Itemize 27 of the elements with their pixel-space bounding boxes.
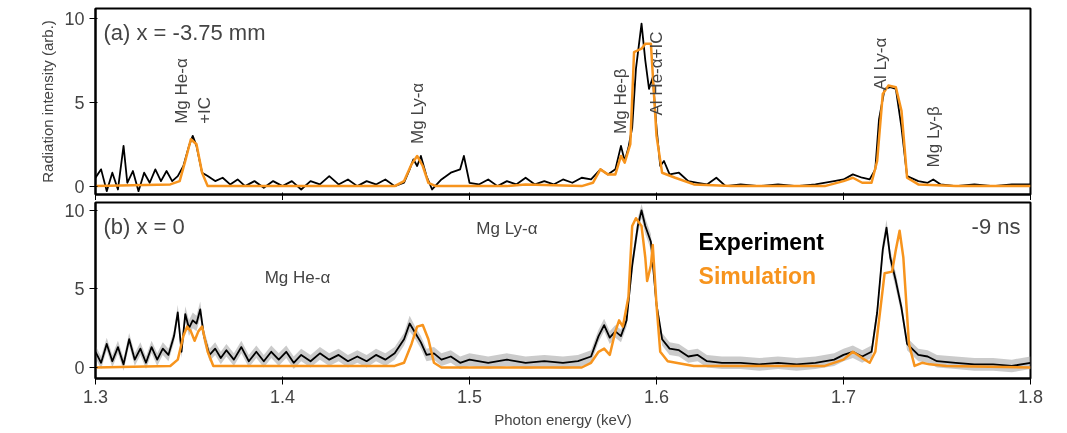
x-tick-label: 1.3 [82, 386, 109, 407]
y-axis-title: Radiation intensity (arb.) [39, 20, 57, 183]
annotation: Mg He-α [264, 267, 331, 287]
annotation: Al Ly-α [871, 37, 891, 91]
annotation: Mg He-β [611, 68, 631, 134]
annotation: Al He-α+IC [647, 31, 666, 116]
x-tick-label: 1.6 [643, 386, 670, 407]
x-tick-label: 1.5 [456, 386, 483, 407]
x-tick-label: 1.4 [269, 386, 296, 407]
x-tick-label: 1.8 [1017, 386, 1044, 407]
x-axis-title: Photon energy (keV) [494, 410, 632, 428]
annotation: Mg Ly-α [476, 218, 538, 238]
annotation: (b) x = 0 [103, 213, 185, 239]
y-tick-label: 5 [74, 279, 85, 300]
annotation: Mg Ly-α [407, 82, 427, 144]
y-tick-label: 10 [64, 9, 85, 30]
series-label: Simulation [698, 262, 817, 289]
y-tick-label: 10 [64, 200, 85, 221]
annotation: Mg He-α +IC [171, 58, 214, 124]
x-tick-label: 1.7 [830, 386, 857, 407]
text: Experiment [698, 228, 825, 255]
y-tick-label: 0 [74, 358, 85, 378]
y-tick-label: 5 [74, 92, 85, 113]
y-tick-label: 0 [74, 176, 85, 197]
annotation: Mg Ly-β [923, 106, 943, 168]
annotation: -9 ns [971, 213, 1021, 239]
annotation: (a) x = -3.75 mm [103, 19, 266, 45]
